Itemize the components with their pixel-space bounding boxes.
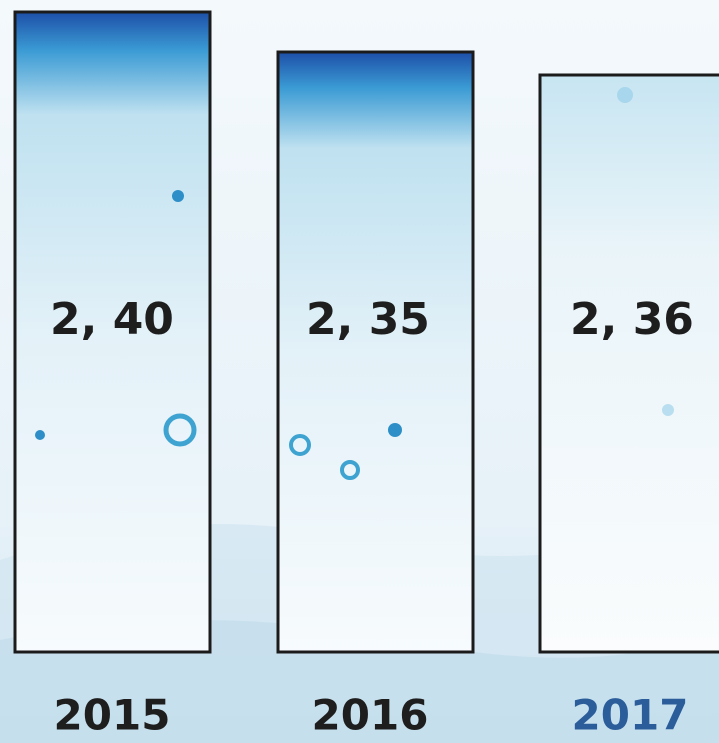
year-label: 2016 [312,691,429,740]
splash [289,434,311,456]
column-box [13,10,212,654]
value-label: 2, 35 [306,294,430,345]
value-label: 2, 36 [570,294,694,345]
splash [662,404,674,416]
column: 2, 35 2016 [276,50,475,740]
column-box [276,50,475,654]
year-label: 2015 [54,691,171,740]
column: 2, 36 2017 [538,73,719,740]
splash [172,190,184,202]
value-label: 2, 40 [50,294,174,345]
splash [340,460,360,480]
splash [163,413,197,447]
splash [388,423,402,437]
year-label: 2017 [572,691,689,740]
splash [617,87,633,103]
column-box [538,73,719,654]
splash [35,430,45,440]
column: 2, 40 2015 [13,10,212,740]
